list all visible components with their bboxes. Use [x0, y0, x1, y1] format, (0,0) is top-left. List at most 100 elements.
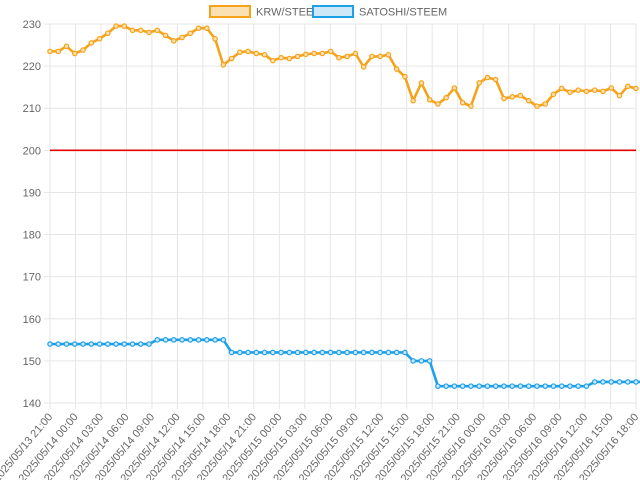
data-point	[80, 341, 86, 347]
data-point	[385, 349, 392, 356]
data-point	[270, 57, 276, 64]
data-point	[327, 349, 334, 356]
data-point	[509, 383, 515, 389]
data-point	[113, 23, 119, 29]
data-point	[195, 337, 202, 343]
legend-item-krw-steem-swatch[interactable]	[209, 5, 251, 18]
data-point	[402, 349, 408, 356]
data-point	[179, 337, 185, 343]
legend-item-satoshi-steem-swatch[interactable]	[312, 5, 354, 18]
data-point	[137, 341, 144, 347]
data-point	[311, 349, 317, 356]
data-point	[129, 341, 136, 347]
data-point	[633, 379, 639, 385]
data-point	[542, 383, 549, 389]
data-point	[146, 29, 152, 36]
data-point	[162, 337, 169, 343]
data-point	[352, 50, 359, 57]
data-point	[402, 73, 408, 80]
data-point	[286, 55, 293, 62]
legend-item-satoshi-steem-label[interactable]: SATOSHI/STEEM	[359, 7, 447, 19]
data-point	[377, 53, 383, 60]
y-tick-label: 200	[23, 145, 41, 157]
data-point	[96, 341, 103, 347]
data-point	[393, 66, 400, 72]
y-tick-label: 170	[23, 272, 41, 284]
data-point	[550, 91, 557, 98]
data-point	[171, 38, 177, 44]
data-point	[137, 27, 144, 34]
y-tick-label: 190	[23, 187, 41, 199]
data-point	[245, 349, 251, 356]
data-point	[228, 55, 235, 62]
data-point	[319, 349, 326, 356]
data-point	[517, 92, 524, 99]
data-point	[624, 83, 631, 90]
data-point	[451, 383, 458, 389]
data-point	[558, 383, 565, 389]
data-point	[567, 89, 573, 96]
data-point	[567, 383, 573, 389]
data-point	[187, 30, 194, 37]
data-point	[360, 349, 367, 356]
y-tick-label: 180	[23, 230, 41, 242]
data-point	[129, 27, 136, 34]
data-point	[88, 341, 95, 347]
data-point	[426, 358, 433, 364]
data-point	[369, 53, 375, 60]
data-point	[624, 379, 631, 385]
data-point	[253, 50, 260, 57]
data-point	[278, 54, 284, 61]
data-point	[303, 349, 309, 356]
data-point	[476, 383, 482, 389]
data-point	[319, 50, 326, 57]
y-tick-label: 220	[23, 61, 41, 73]
data-point	[484, 383, 491, 389]
data-point	[501, 383, 507, 389]
data-point	[303, 51, 309, 58]
data-point	[80, 47, 86, 53]
data-point	[204, 337, 210, 343]
data-point	[47, 341, 53, 347]
data-point	[220, 62, 227, 68]
data-point	[261, 51, 268, 58]
data-point	[237, 349, 243, 356]
data-point	[468, 383, 474, 389]
data-point	[278, 349, 284, 356]
data-point	[195, 25, 202, 32]
y-tick-label: 230	[23, 19, 41, 31]
data-point	[88, 40, 95, 46]
data-point	[104, 30, 111, 37]
data-point	[575, 383, 582, 389]
data-point	[517, 383, 524, 389]
data-point	[633, 85, 639, 92]
data-point	[327, 48, 334, 55]
data-point	[492, 383, 499, 389]
data-point	[591, 87, 598, 93]
data-point	[575, 87, 582, 93]
data-point	[352, 349, 359, 356]
y-tick-label: 150	[23, 356, 41, 368]
data-point	[55, 341, 62, 347]
data-point	[245, 48, 251, 55]
legend-item-krw-steem-label[interactable]: KRW/STEEM	[256, 7, 322, 19]
y-tick-label: 160	[23, 314, 41, 326]
data-point	[369, 349, 375, 356]
y-axis: 140 150 160 170 180 190 200 210 220 230	[23, 19, 41, 410]
data-point	[550, 383, 557, 389]
data-point	[459, 383, 466, 389]
data-point	[608, 379, 615, 385]
data-point	[410, 97, 416, 104]
data-point	[261, 349, 268, 356]
y-tick-label: 140	[23, 398, 41, 410]
data-point	[418, 80, 425, 86]
legend[interactable]: KRW/STEEM SATOSHI/STEEM	[209, 5, 447, 19]
data-point	[253, 349, 260, 356]
data-point	[71, 50, 78, 57]
series-layer	[47, 23, 640, 389]
data-point	[71, 341, 78, 347]
data-point	[476, 80, 482, 86]
data-point	[228, 349, 235, 356]
data-point	[47, 48, 53, 55]
